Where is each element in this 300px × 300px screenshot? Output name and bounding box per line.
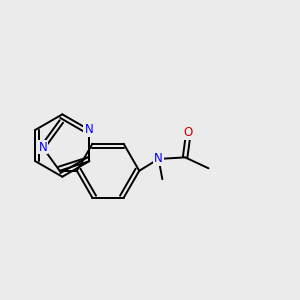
- Text: N: N: [84, 123, 93, 136]
- Text: O: O: [184, 126, 193, 139]
- Text: N: N: [154, 152, 163, 165]
- Text: N: N: [38, 140, 47, 154]
